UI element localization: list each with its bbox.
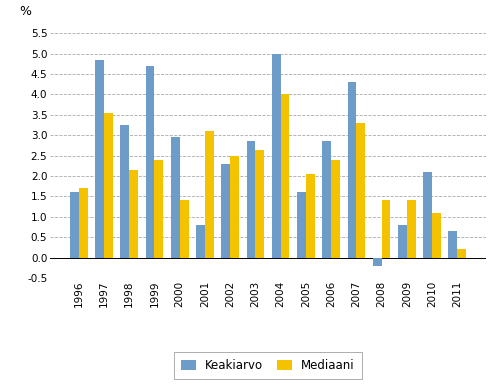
Text: %: % [20, 5, 32, 18]
Bar [129, 170, 138, 257]
Bar [457, 249, 466, 257]
Bar [180, 200, 188, 257]
Bar [120, 125, 129, 257]
Bar [373, 257, 382, 266]
Bar [432, 213, 441, 257]
Bar [331, 160, 340, 257]
Legend: Keakiarvo, Mediaani: Keakiarvo, Mediaani [174, 352, 362, 379]
Bar [272, 54, 281, 257]
Bar [448, 231, 457, 257]
Bar [398, 225, 407, 257]
Bar [306, 174, 315, 257]
Bar [281, 95, 290, 257]
Bar [171, 137, 180, 257]
Bar [230, 156, 239, 257]
Bar [154, 160, 163, 257]
Bar [196, 225, 205, 257]
Bar [79, 188, 88, 257]
Bar [322, 141, 331, 257]
Bar [348, 82, 356, 257]
Bar [256, 149, 264, 257]
Bar [246, 141, 256, 257]
Bar [95, 60, 104, 257]
Bar [221, 164, 230, 257]
Bar [407, 200, 416, 257]
Bar [297, 192, 306, 257]
Bar [146, 66, 154, 257]
Bar [382, 200, 390, 257]
Bar [356, 123, 365, 257]
Bar [205, 131, 214, 257]
Bar [423, 172, 432, 257]
Bar [70, 192, 79, 257]
Bar [104, 113, 113, 257]
